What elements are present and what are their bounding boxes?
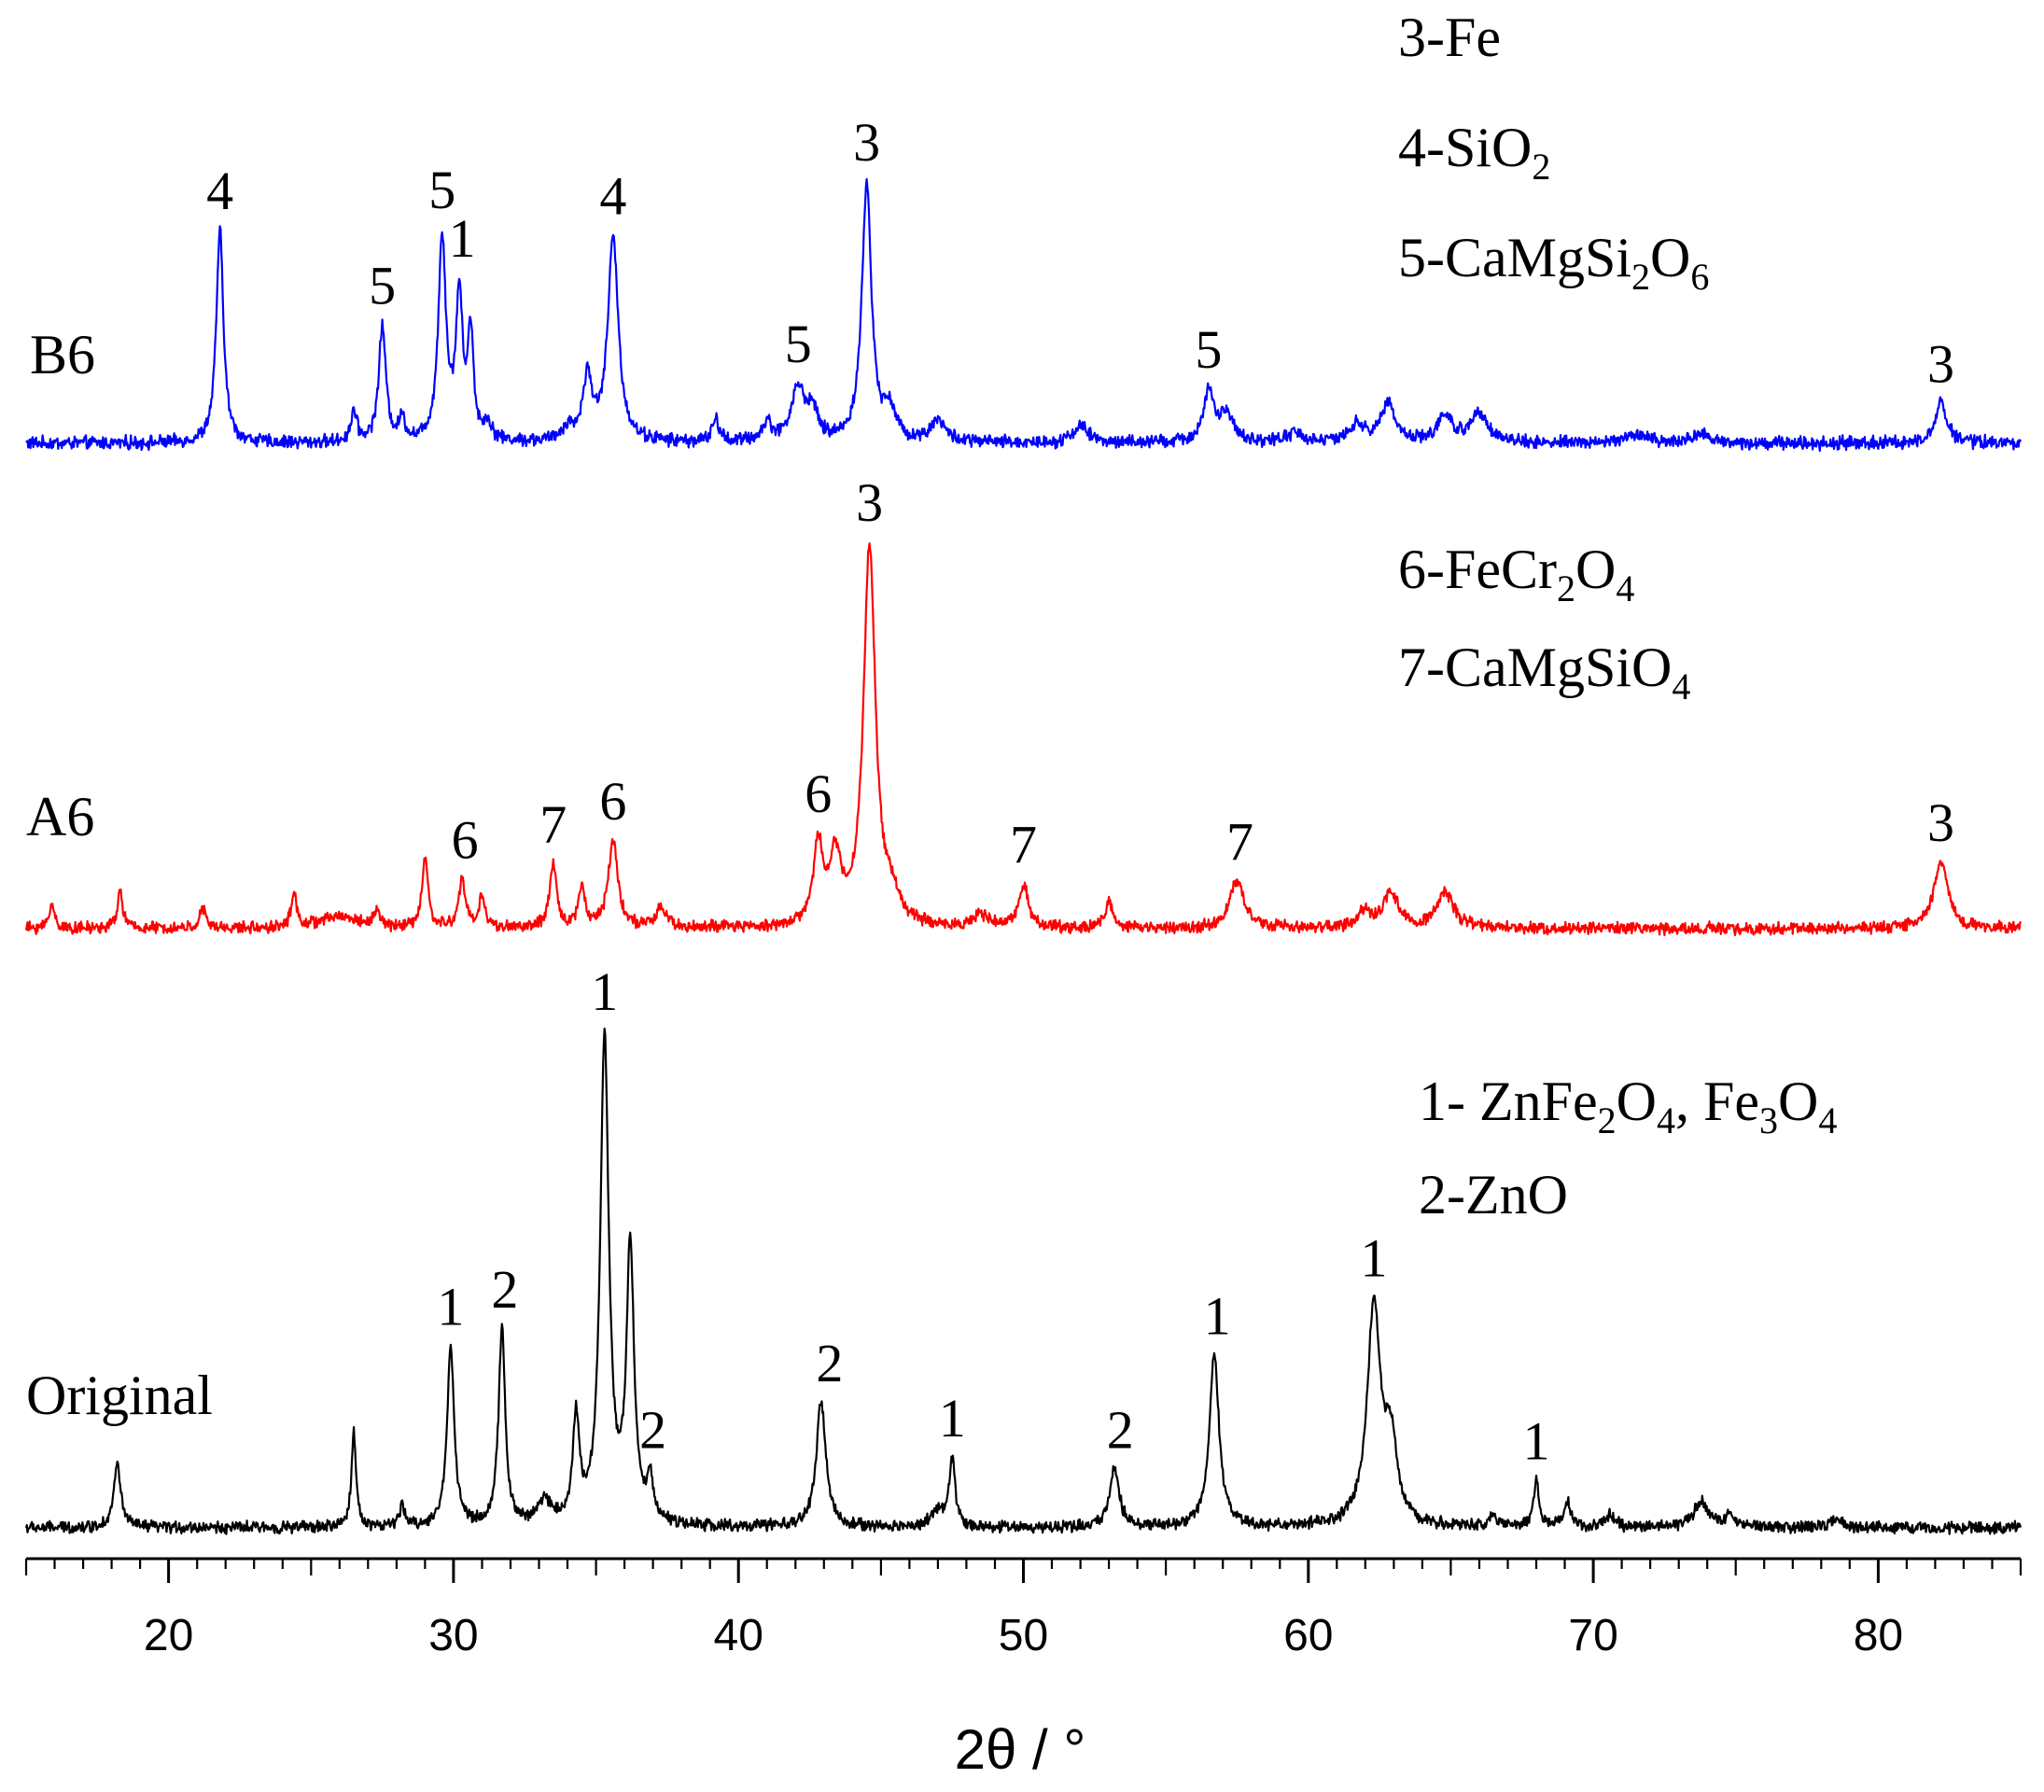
- peak-label: 4: [206, 161, 233, 221]
- legend-line: 7-CaMgSiO4: [1398, 637, 1690, 707]
- x-tick-label: 40: [714, 1611, 763, 1660]
- legend-text: 5-CaMgSi: [1398, 227, 1631, 288]
- legend-line: 6-FeCr2O4: [1398, 539, 1634, 609]
- legend-line: 1- ZnFe2O4, Fe3O4: [1419, 1071, 1837, 1141]
- peak-label: 2: [639, 1399, 666, 1460]
- legend-text: 4-SiO: [1398, 117, 1532, 178]
- legend-text: O: [1650, 227, 1690, 288]
- legend-text: O: [1617, 1071, 1657, 1132]
- legend-subscript: 4: [1657, 1099, 1675, 1141]
- legend-subscript: 4: [1672, 665, 1690, 707]
- peak-label: 5: [1195, 319, 1222, 380]
- legend-subscript: 2: [1631, 256, 1650, 298]
- x-axis: 20 30 40 50 60 70 80 2θ / °: [24, 1557, 2023, 1781]
- series-names: B6 A6 Original: [26, 324, 213, 1426]
- peak-label: 3: [1927, 792, 1954, 853]
- legend-subscript: 2: [1557, 567, 1575, 609]
- peak-label: 3: [1927, 334, 1954, 395]
- peak-label: 1: [449, 208, 476, 269]
- legend-subscript: 2: [1598, 1099, 1617, 1141]
- peak-label: 1: [437, 1277, 464, 1337]
- series-name-a6: A6: [26, 786, 94, 847]
- legend-line: 2-ZnO: [1419, 1164, 1568, 1225]
- peak-label: 7: [1226, 812, 1253, 873]
- legend-subscript: 3: [1759, 1099, 1778, 1141]
- legend-line: 4-SiO2: [1398, 117, 1550, 188]
- x-tick-label: 50: [999, 1611, 1048, 1660]
- peak-label: 7: [539, 794, 567, 855]
- peak-label: 1: [1523, 1410, 1550, 1471]
- legend-subscript: 4: [1818, 1099, 1837, 1141]
- x-ticks: 20 30 40 50 60 70 80: [24, 1559, 2023, 1660]
- legend-line: 5-CaMgSi2O6: [1398, 227, 1709, 298]
- x-tick-label: 80: [1854, 1611, 1903, 1660]
- peak-label: 2: [491, 1259, 518, 1320]
- x-tick-label: 20: [144, 1611, 193, 1660]
- trace-b6: [25, 177, 2023, 453]
- phase-legends: 3-Fe4-SiO25-CaMgSi2O66-FeCr2O47-CaMgSiO4…: [1398, 7, 1837, 1225]
- peak-label: 1: [1361, 1227, 1388, 1288]
- legend-text: O: [1575, 539, 1616, 600]
- peak-label: 5: [785, 314, 812, 374]
- legend-text: O: [1778, 1071, 1818, 1132]
- peak-label: 3: [856, 472, 883, 533]
- peak-label: 1: [939, 1388, 966, 1449]
- legend-text: 2-ZnO: [1419, 1164, 1568, 1225]
- legend-text: 6-FeCr: [1398, 539, 1557, 600]
- peak-label: 6: [452, 810, 479, 871]
- peak-label: 4: [599, 166, 626, 227]
- peak-label: 1: [1204, 1286, 1231, 1347]
- x-tick-label: 70: [1568, 1611, 1617, 1660]
- legend-line: 3-Fe: [1398, 7, 1501, 68]
- series-name-original: Original: [26, 1365, 213, 1426]
- peak-label: 2: [1107, 1399, 1134, 1460]
- legend-text: 3-Fe: [1398, 7, 1501, 68]
- peak-label: 7: [1010, 815, 1037, 875]
- peak-label: 5: [428, 160, 455, 220]
- legend-subscript: 4: [1616, 567, 1634, 609]
- peak-label: 3: [853, 112, 880, 173]
- legend-subscript: 6: [1690, 256, 1709, 298]
- x-tick-label: 30: [428, 1611, 478, 1660]
- series-name-b6: B6: [30, 324, 95, 385]
- legend-text: 1- ZnFe: [1419, 1071, 1598, 1132]
- traces: [24, 177, 2023, 1535]
- peak-label: 5: [369, 255, 396, 315]
- trace-a6: [24, 542, 2023, 937]
- trace-original: [24, 1028, 2023, 1535]
- x-axis-label: 2θ / °: [955, 1718, 1086, 1781]
- legend-text: , Fe: [1675, 1071, 1759, 1132]
- legend-subscript: 2: [1532, 146, 1550, 188]
- x-tick-label: 60: [1283, 1611, 1333, 1660]
- peak-label: 1: [591, 961, 618, 1022]
- peak-label: 6: [599, 771, 626, 832]
- peak-label: 6: [805, 763, 832, 824]
- peak-label: 2: [816, 1333, 843, 1393]
- legend-text: 7-CaMgSiO: [1398, 637, 1672, 698]
